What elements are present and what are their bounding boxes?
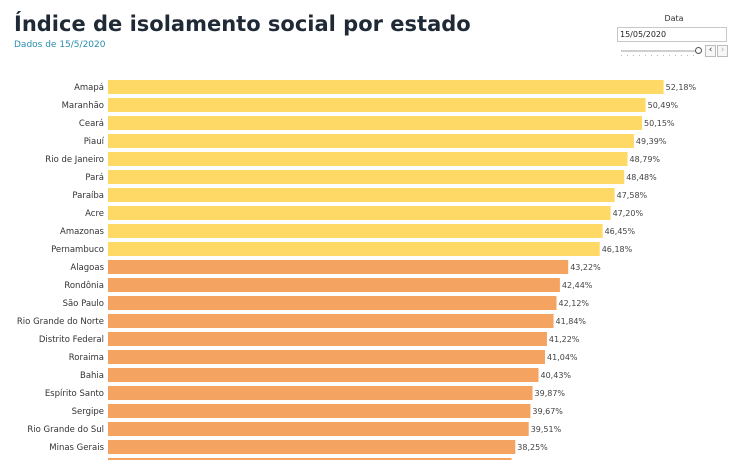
bar[interactable]: [108, 260, 569, 274]
bar[interactable]: [108, 170, 625, 184]
chevron-right-icon[interactable]: ›: [717, 45, 728, 57]
value-label: 42,12%: [559, 299, 590, 308]
date-input[interactable]: 15/05/2020: [617, 27, 727, 42]
bar[interactable]: [108, 206, 611, 220]
category-label: Distrito Federal: [39, 335, 104, 345]
slider-track: [621, 50, 699, 52]
bar[interactable]: [108, 98, 646, 112]
chart-subtitle: Dados de 15/5/2020: [14, 40, 106, 50]
value-label: 41,22%: [549, 335, 580, 344]
bar[interactable]: [108, 404, 531, 418]
value-label: 52,18%: [666, 83, 697, 92]
category-label: Maranhão: [62, 101, 104, 111]
value-label: 50,15%: [644, 119, 675, 128]
category-label: Paraíba: [72, 191, 104, 201]
value-label: 39,67%: [532, 407, 563, 416]
bar[interactable]: [108, 278, 560, 292]
category-label: Amazonas: [60, 227, 105, 237]
value-label: 49,39%: [636, 137, 667, 146]
chevron-left-icon[interactable]: ‹: [705, 45, 716, 57]
category-label: Ceará: [79, 119, 104, 129]
category-label: Pernambuco: [51, 245, 104, 255]
value-label: 47,58%: [617, 191, 648, 200]
category-label: Rio Grande do Norte: [17, 317, 104, 327]
bar[interactable]: [108, 350, 545, 364]
category-label: São Paulo: [63, 299, 104, 309]
category-label: Sergipe: [72, 407, 104, 417]
value-label: 48,79%: [630, 155, 661, 164]
category-label: Bahia: [80, 371, 104, 381]
date-filter: Data 15/05/2020 ‹ ›: [617, 14, 728, 58]
date-filter-label: Data: [664, 14, 684, 23]
value-label: 50,49%: [648, 101, 679, 110]
bar[interactable]: [108, 242, 600, 256]
category-label: Roraima: [69, 353, 104, 363]
bar[interactable]: [108, 386, 533, 400]
value-label: 46,45%: [605, 227, 636, 236]
category-label: Amapá: [74, 83, 104, 93]
category-label: Minas Gerais: [49, 443, 104, 453]
value-label: 42,44%: [562, 281, 593, 290]
date-slider[interactable]: ‹ ›: [617, 44, 728, 58]
bar[interactable]: [108, 296, 557, 310]
bar[interactable]: [108, 152, 628, 166]
value-label: 39,51%: [531, 425, 562, 434]
bar-cut-off: [108, 458, 512, 460]
bar[interactable]: [108, 368, 539, 382]
value-label: 41,84%: [556, 317, 587, 326]
category-label: Alagoas: [70, 263, 104, 273]
bar[interactable]: [108, 134, 634, 148]
bar[interactable]: [108, 422, 529, 436]
category-label: Piauí: [84, 137, 105, 147]
value-label: 43,22%: [570, 263, 601, 272]
bar[interactable]: [108, 224, 603, 238]
value-label: 48,48%: [626, 173, 657, 182]
category-label: Rondônia: [64, 280, 104, 291]
category-label: Acre: [85, 209, 104, 219]
value-label: 41,04%: [547, 353, 578, 362]
category-label: Rio de Janeiro: [45, 155, 104, 165]
bar[interactable]: [108, 116, 643, 130]
value-label: 40,43%: [541, 371, 572, 380]
bar[interactable]: [108, 314, 554, 328]
value-label: 46,18%: [602, 245, 633, 254]
bar[interactable]: [108, 188, 615, 202]
value-label: 39,87%: [535, 389, 566, 398]
slider-handle[interactable]: [695, 47, 702, 54]
category-label: Espírito Santo: [45, 389, 104, 399]
category-label: Pará: [85, 173, 104, 183]
bar[interactable]: [108, 440, 516, 454]
bar[interactable]: [108, 80, 664, 94]
value-label: 47,20%: [613, 209, 644, 218]
category-label: Rio Grande do Sul: [27, 425, 104, 435]
slider-ticks: [621, 55, 699, 56]
bar[interactable]: [108, 332, 547, 346]
chart-title: Índice de isolamento social por estado: [14, 12, 471, 36]
value-label: 38,25%: [517, 443, 548, 452]
